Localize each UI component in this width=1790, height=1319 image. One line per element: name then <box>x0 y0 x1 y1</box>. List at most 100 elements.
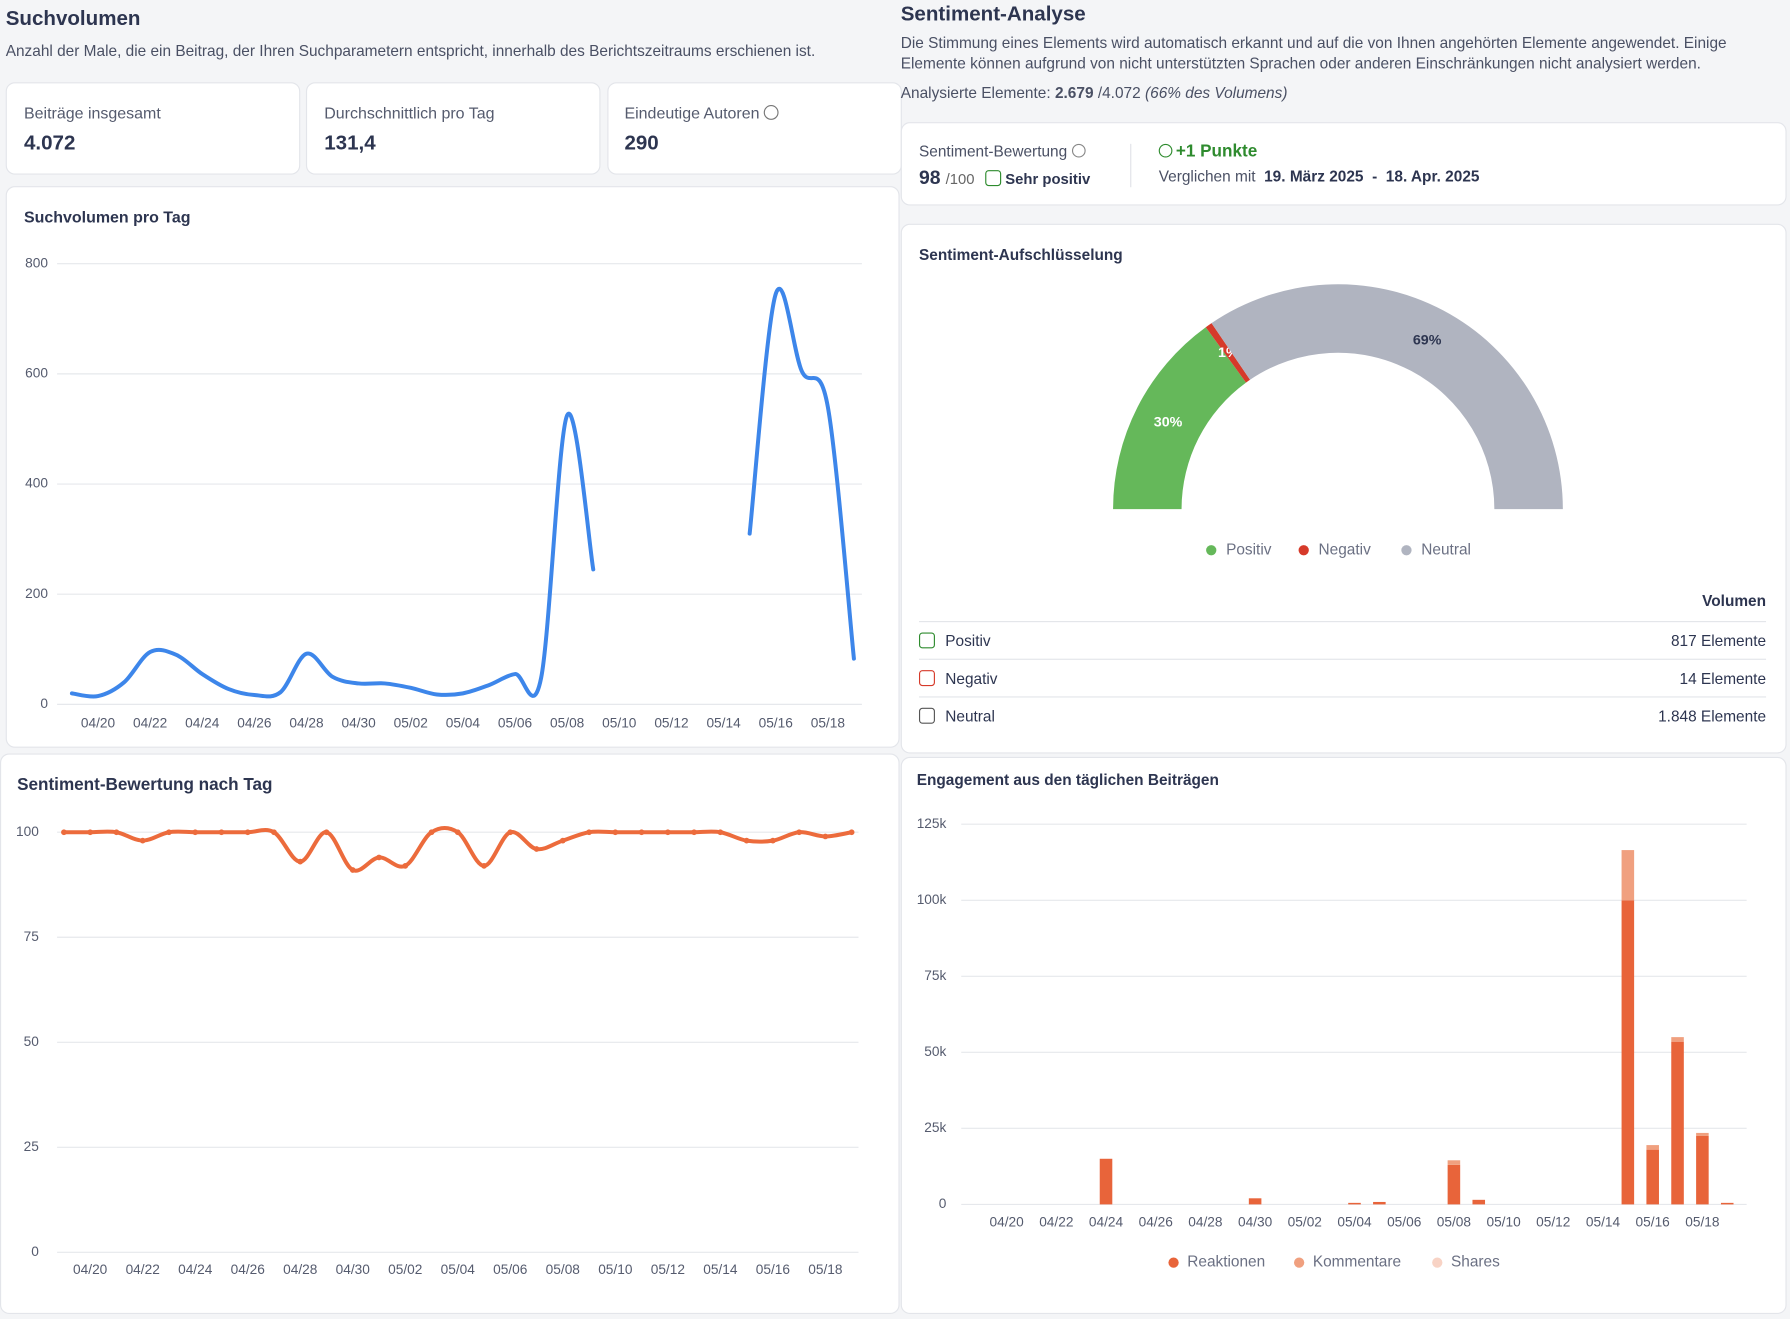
stat-value: 4.072 <box>23 131 76 155</box>
row-icon <box>918 670 935 687</box>
y-tick-label: 50k <box>924 1044 946 1059</box>
point <box>166 829 172 836</box>
point <box>481 862 487 869</box>
legend-swatch <box>1401 545 1412 556</box>
y-tick-label: 800 <box>25 255 48 270</box>
x-tick-label: 05/10 <box>1486 1214 1521 1229</box>
bar-segment <box>1696 1135 1709 1205</box>
x-tick-label: 04/26 <box>1139 1214 1174 1229</box>
stat-card: Beiträge insgesamt 4.072 <box>5 82 301 175</box>
x-tick-label: 05/14 <box>1586 1214 1621 1229</box>
y-tick-label: 0 <box>939 1196 947 1211</box>
x-tick-label: 05/04 <box>446 715 481 730</box>
point <box>848 829 855 836</box>
section-title: Suchvolumen <box>5 6 141 30</box>
x-tick-label: 05/08 <box>546 1262 581 1277</box>
chart-title: Engagement aus den täglichen Beiträgen <box>917 772 1219 789</box>
stat-value: 290 <box>624 131 659 155</box>
y-tick-label: 400 <box>25 476 48 491</box>
stat-label-text: Eindeutige Autoren <box>624 103 760 123</box>
analyzed-line: Analysierte Elemente: 2.679 /4.072 (66% … <box>901 83 1288 104</box>
x-tick-label: 04/28 <box>283 1262 318 1277</box>
y-tick-label: 25k <box>924 1120 946 1135</box>
point <box>586 829 592 836</box>
x-tick-label: 05/14 <box>706 715 741 730</box>
table-header: Volumen <box>1702 592 1767 610</box>
point <box>743 837 750 844</box>
bar-segment <box>1099 1158 1113 1205</box>
point <box>139 837 146 844</box>
row-name: Positiv <box>945 632 991 650</box>
point <box>691 829 697 836</box>
x-tick-label: 04/24 <box>185 715 220 730</box>
y-tick-label: 0 <box>31 1244 39 1259</box>
y-tick-label: 25 <box>24 1139 40 1154</box>
row-name: Neutral <box>945 707 995 725</box>
x-tick-label: 05/08 <box>550 715 585 730</box>
point <box>61 829 67 836</box>
stat-card: Eindeutige Autoren 290 <box>607 82 902 175</box>
x-tick-label: 05/12 <box>654 715 688 730</box>
bar-segment <box>1248 1198 1262 1205</box>
chart-title: Sentiment-Aufschlüsselung <box>919 247 1123 264</box>
range-start: 19. März 2025 <box>1264 167 1364 185</box>
bar-segment <box>1646 1145 1659 1150</box>
data-label: 30% <box>1154 414 1183 430</box>
x-tick-label: 04/30 <box>342 715 377 730</box>
x-tick-label: 05/02 <box>388 1262 422 1277</box>
score-change-text: +1 Punkte <box>1175 141 1258 161</box>
x-tick-label: 04/20 <box>989 1214 1024 1229</box>
score-label: Sentiment-Bewertung <box>919 143 1086 160</box>
x-tick-label: 04/22 <box>1039 1214 1073 1229</box>
x-tick-label: 04/26 <box>237 715 272 730</box>
divider <box>1130 143 1132 188</box>
analyzed-value: 2.679 <box>1054 84 1094 102</box>
line <box>69 287 856 699</box>
point <box>770 837 776 844</box>
bar-segment <box>1373 1201 1386 1205</box>
point <box>454 829 461 836</box>
gauge-segment <box>1205 323 1251 383</box>
x-tick-label: 05/06 <box>498 715 533 730</box>
y-tick-label: 125k <box>917 816 947 831</box>
point <box>87 829 94 836</box>
point <box>113 829 120 836</box>
chart-title: Sentiment-Bewertung nach Tag <box>17 775 272 794</box>
point <box>559 837 566 844</box>
point <box>507 829 514 836</box>
x-tick-label: 05/12 <box>651 1262 685 1277</box>
x-tick-label: 04/28 <box>1188 1214 1223 1229</box>
score-rating: Sehr positiv <box>1005 170 1091 188</box>
row-value: 817 Elemente <box>1670 632 1767 650</box>
info-icon[interactable] <box>763 105 779 120</box>
legend-swatch <box>1206 545 1217 556</box>
range-end: 18. Apr. 2025 <box>1385 167 1480 185</box>
chart-card <box>0 753 900 1314</box>
x-tick-label: 05/06 <box>493 1262 528 1277</box>
section-description: Die Stimmung eines Elements wird automat… <box>900 34 1727 72</box>
row-name: Negativ <box>945 670 998 688</box>
legend-label: Neutral <box>1421 541 1471 558</box>
point <box>297 858 304 865</box>
y-tick-label: 50 <box>24 1034 40 1049</box>
legend-label: Kommentare <box>1313 1254 1401 1271</box>
x-tick-label: 05/02 <box>1288 1214 1322 1229</box>
x-tick-label: 05/04 <box>441 1262 476 1277</box>
x-tick-label: 05/18 <box>808 1262 843 1277</box>
x-tick-label: 05/10 <box>602 715 637 730</box>
analyzed-total: /4.072 <box>1097 84 1141 102</box>
legend-label: Positiv <box>1226 541 1272 558</box>
table-row: Negativ 14 Elemente <box>918 658 1767 698</box>
x-tick-label: 05/06 <box>1387 1214 1422 1229</box>
x-tick-label: 05/18 <box>811 715 846 730</box>
y-tick-label: 100k <box>917 892 947 907</box>
legend-label: Reaktionen <box>1187 1254 1265 1271</box>
legend-swatch <box>1168 1257 1179 1268</box>
bar-segment <box>1348 1202 1361 1205</box>
info-icon[interactable] <box>1071 143 1086 158</box>
section-title: Sentiment-Analyse <box>900 2 1086 26</box>
stat-label: Beiträge insgesamt <box>23 103 161 123</box>
